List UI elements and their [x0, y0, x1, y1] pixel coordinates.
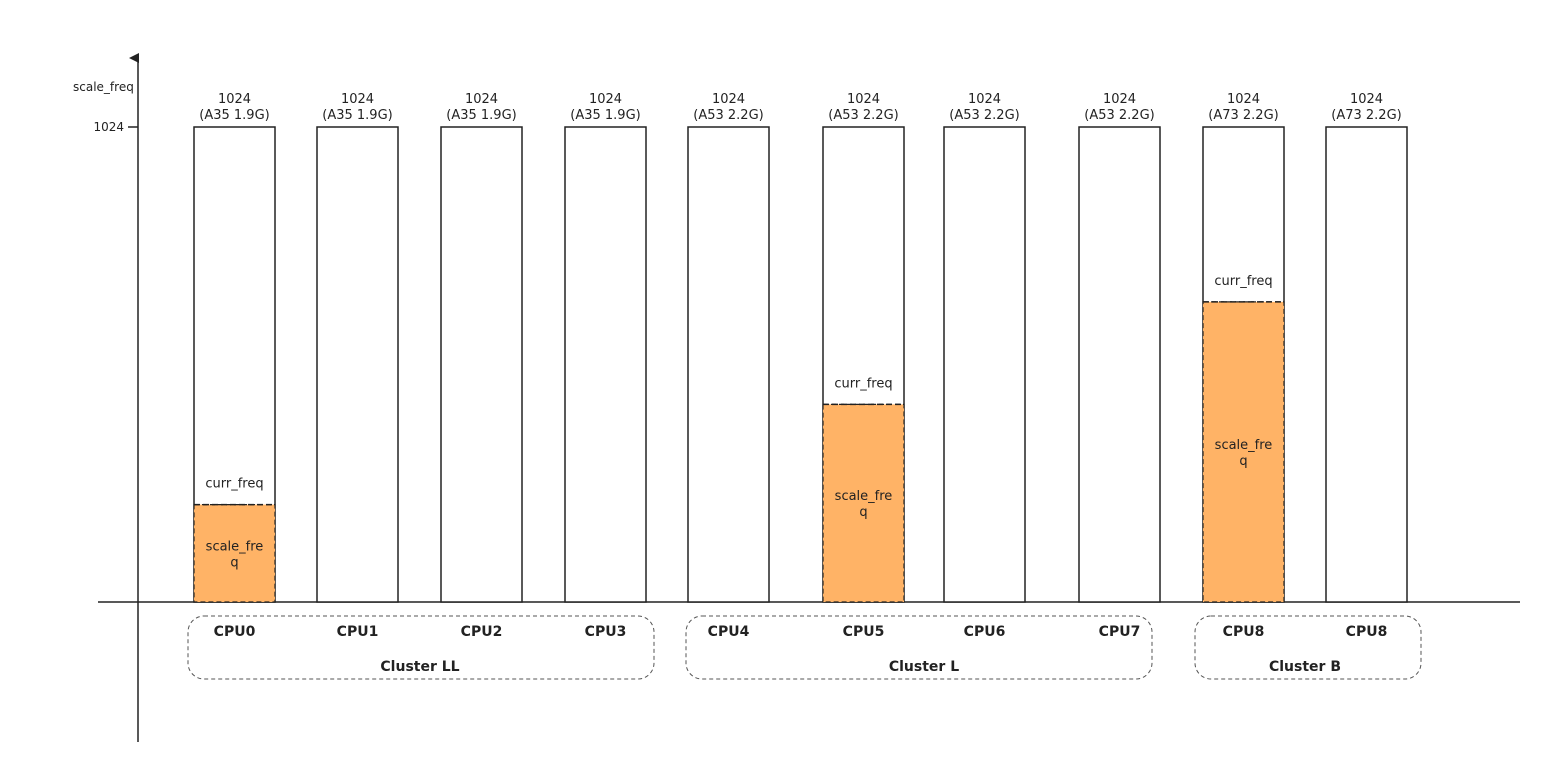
cluster-box	[1194, 615, 1422, 680]
capacity-label: 1024	[968, 92, 1001, 107]
cpu-bar-group: 1024(A35 1.9G) CPU3	[564, 92, 647, 640]
core-type-label: (A53 2.2G)	[949, 108, 1019, 123]
cpu-bar-group: 1024(A73 2.2G) CPU8	[1325, 92, 1408, 640]
scale-freq-label: scale_fre	[835, 489, 893, 504]
capacity-label: 1024	[1350, 92, 1383, 107]
cluster-label: Cluster L	[889, 659, 959, 675]
cpu-name-label: CPU5	[843, 624, 885, 640]
cpu-bar-group: 1024(A53 2.2G) CPU4	[687, 92, 770, 640]
scale-freq-label: scale_fre	[1215, 438, 1273, 453]
curr-freq-label: curr_freq	[1214, 274, 1272, 289]
cpu-bar-group: 1024(A53 2.2G) CPU7	[1078, 92, 1161, 640]
cpu-bar-group: 1024(A73 2.2G) curr_freq scale_freq CPU8	[1202, 92, 1285, 640]
cpu-capacity-bar	[564, 126, 647, 603]
cpu-name-label: CPU8	[1223, 624, 1265, 640]
curr-freq-label: curr_freq	[205, 477, 263, 492]
capacity-label: 1024	[712, 92, 745, 107]
scale-freq-label: q	[859, 505, 867, 520]
cpu-name-label: CPU4	[708, 624, 750, 640]
cpu-name-label: CPU7	[1099, 624, 1141, 640]
capacity-label: 1024	[218, 92, 251, 107]
scale-freq-fill	[1202, 301, 1285, 603]
core-type-label: (A35 1.9G)	[199, 108, 269, 123]
cpu-name-label: CPU1	[337, 624, 379, 640]
cpu-bar-group: 1024(A35 1.9G) CPU2	[440, 92, 523, 640]
cluster-group: Cluster L	[685, 615, 1153, 680]
cpu-name-label: CPU0	[214, 624, 256, 640]
cpu-capacity-bar	[943, 126, 1026, 603]
capacity-label: 1024	[1227, 92, 1260, 107]
core-type-label: (A35 1.9G)	[322, 108, 392, 123]
core-type-label: (A35 1.9G)	[446, 108, 516, 123]
y-tick-label: 1024	[93, 120, 124, 134]
cpu-name-label: CPU3	[585, 624, 627, 640]
cpu-capacity-bar	[440, 126, 523, 603]
cpu-name-label: CPU2	[461, 624, 503, 640]
cpu-name-label: CPU6	[964, 624, 1006, 640]
capacity-label: 1024	[589, 92, 622, 107]
scale-freq-label: q	[230, 555, 238, 570]
cluster-box	[187, 615, 655, 680]
cluster-box	[685, 615, 1153, 680]
scale-freq-label: q	[1239, 454, 1247, 469]
cpu-bar-group: 1024(A53 2.2G) curr_freq scale_freq CPU5	[822, 92, 905, 640]
scale-freq-fill	[822, 403, 905, 603]
cpu-name-label: CPU8	[1346, 624, 1388, 640]
core-type-label: (A73 2.2G)	[1331, 108, 1401, 123]
capacity-label: 1024	[1103, 92, 1136, 107]
scale-freq-label: scale_fre	[206, 539, 264, 554]
cpu-bar-group: 1024(A53 2.2G) CPU6	[943, 92, 1026, 640]
capacity-label: 1024	[847, 92, 880, 107]
y-axis-label: scale_freq	[73, 80, 134, 94]
capacity-label: 1024	[341, 92, 374, 107]
core-type-label: (A73 2.2G)	[1208, 108, 1278, 123]
cluster-group: Cluster LL	[187, 615, 655, 680]
cluster-label: Cluster B	[1269, 659, 1341, 675]
curr-freq-label: curr_freq	[834, 376, 892, 391]
cluster-label: Cluster LL	[380, 659, 459, 675]
cpu-capacity-bar	[1325, 126, 1408, 603]
cluster-group: Cluster B	[1194, 615, 1422, 680]
cpu-capacity-bar	[316, 126, 399, 603]
cpu-capacity-bar	[1078, 126, 1161, 603]
cpu-capacity-bar	[687, 126, 770, 603]
cpu-bar-group: 1024(A35 1.9G) CPU1	[316, 92, 399, 640]
capacity-label: 1024	[465, 92, 498, 107]
core-type-label: (A53 2.2G)	[1084, 108, 1154, 123]
core-type-label: (A35 1.9G)	[570, 108, 640, 123]
core-type-label: (A53 2.2G)	[828, 108, 898, 123]
cpu-bars: 1024(A35 1.9G)curr_freqscale_freqCPU0102…	[193, 92, 1408, 640]
cpu-bar-group: 1024(A35 1.9G) curr_freq scale_freq CPU0	[193, 92, 276, 640]
cluster-groups: Cluster LL Cluster L Cluster B	[187, 615, 1422, 680]
core-type-label: (A53 2.2G)	[693, 108, 763, 123]
